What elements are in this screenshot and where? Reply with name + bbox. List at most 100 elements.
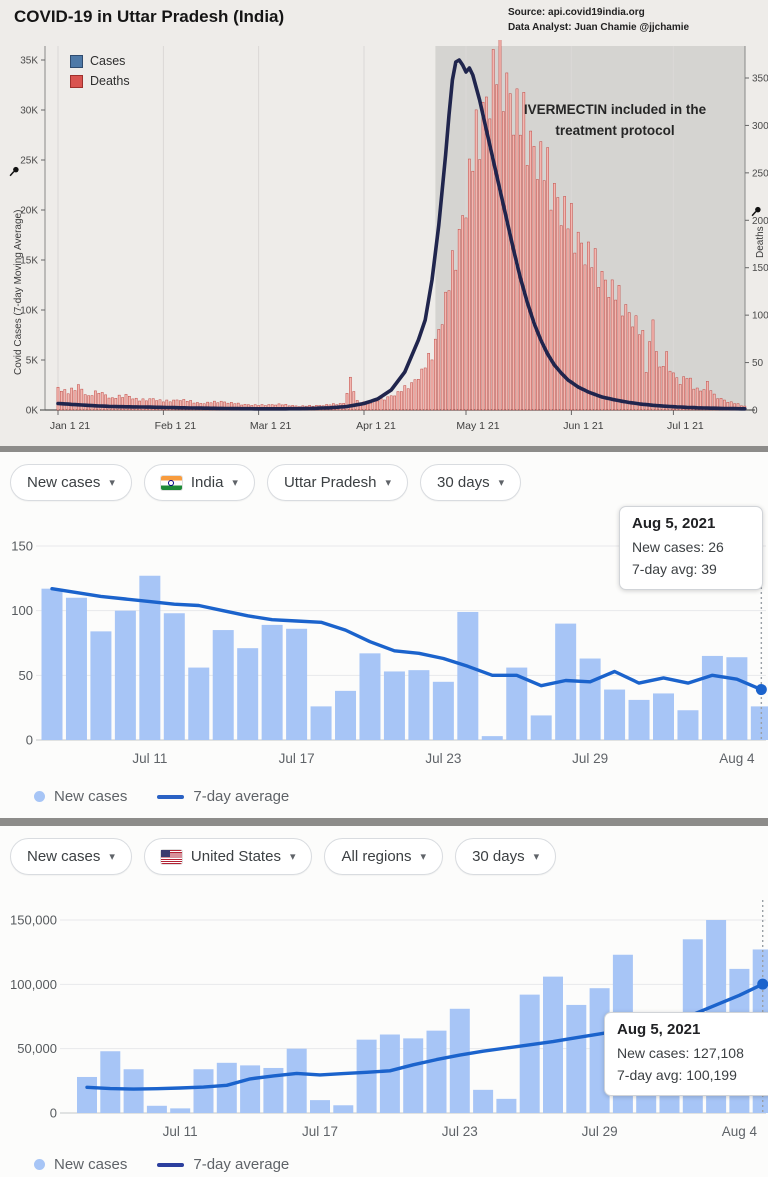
svg-text:5K: 5K bbox=[26, 356, 39, 367]
india-covid-widget: New cases ▾ India ▾ Uttar Pradesh ▾ 30 d… bbox=[0, 452, 768, 818]
tableau-chart-area: Jan 1 21 Feb 1 21 Mar 1 21 Apr 1 21 May 1 21… bbox=[0, 40, 768, 446]
svg-text:Aug 4: Aug 4 bbox=[722, 1124, 758, 1139]
svg-text:Jul 23: Jul 23 bbox=[425, 751, 461, 766]
new-cases-dot-icon bbox=[34, 1159, 45, 1170]
tooltip-avg: 7-day avg: 100,199 bbox=[617, 1066, 737, 1083]
avg-line-icon bbox=[157, 794, 185, 799]
avg-line-icon bbox=[157, 1162, 185, 1167]
region-dropdown-label: Uttar Pradesh bbox=[283, 474, 377, 491]
svg-text:300: 300 bbox=[752, 121, 768, 132]
tooltip-avg: 7-day avg: 39 bbox=[632, 560, 717, 577]
range-dropdown-label: 30 days bbox=[472, 848, 525, 865]
chevron-down-icon: ▾ bbox=[420, 851, 427, 863]
left-axis-label: Covid Cases (7-day Moving Average) bbox=[13, 209, 24, 375]
svg-text:50: 50 bbox=[752, 358, 764, 369]
us-filter-row: New cases ▾ United States ▾ All regions … bbox=[10, 838, 557, 875]
tooltip-date: Aug 5, 2021 bbox=[632, 515, 716, 532]
svg-text:35K: 35K bbox=[20, 56, 38, 67]
us-flag-icon bbox=[160, 849, 182, 864]
source-line: Source: api.covid19india.org bbox=[508, 7, 645, 18]
us-tooltip: Aug 5, 2021 New cases: 127,108 7-day avg… bbox=[604, 1012, 768, 1097]
svg-text:0: 0 bbox=[26, 733, 33, 748]
cases-deaths-combo-chart: Jan 1 21 Feb 1 21 Mar 1 21 Apr 1 21 May 1 21… bbox=[0, 40, 768, 446]
country-dropdown[interactable]: India ▾ bbox=[143, 464, 255, 501]
right-axis-label: Deaths bbox=[755, 226, 766, 258]
india-chart-legend: New cases 7-day average bbox=[34, 788, 289, 805]
legend-new-cases-label: New cases bbox=[54, 788, 128, 805]
region-dropdown-label: All regions bbox=[341, 848, 412, 865]
chart-title: COVID-19 in Uttar Pradesh (India) bbox=[14, 7, 285, 26]
svg-text:Jul 1 21: Jul 1 21 bbox=[667, 420, 704, 432]
metric-dropdown-label: New cases bbox=[27, 474, 101, 491]
section-divider bbox=[0, 818, 768, 826]
chevron-down-icon: ▾ bbox=[109, 851, 115, 863]
analyst-line: Data Analyst: Juan Chamie @jjchamie bbox=[508, 22, 690, 33]
svg-text:Apr 1 21: Apr 1 21 bbox=[356, 420, 396, 432]
svg-text:250: 250 bbox=[752, 168, 768, 179]
svg-text:50: 50 bbox=[19, 668, 33, 683]
legend-avg-label: 7-day average bbox=[193, 788, 290, 805]
svg-text:100: 100 bbox=[11, 603, 33, 618]
chevron-down-icon: ▾ bbox=[498, 477, 505, 489]
svg-text:0: 0 bbox=[50, 1106, 57, 1121]
svg-text:Jul 29: Jul 29 bbox=[572, 751, 608, 766]
svg-text:Mar 1 21: Mar 1 21 bbox=[250, 420, 292, 432]
svg-text:Jun 1 21: Jun 1 21 bbox=[563, 420, 603, 432]
svg-text:10K: 10K bbox=[20, 306, 38, 317]
pin-icon bbox=[9, 166, 19, 177]
region-dropdown[interactable]: Uttar Pradesh ▾ bbox=[266, 464, 409, 501]
svg-text:150: 150 bbox=[11, 539, 33, 554]
svg-text:May 1 21: May 1 21 bbox=[456, 420, 499, 432]
region-dropdown[interactable]: All regions ▾ bbox=[324, 838, 444, 875]
svg-text:Aug 4: Aug 4 bbox=[719, 751, 755, 766]
svg-text:20K: 20K bbox=[20, 206, 38, 217]
india-tooltip: Aug 5, 2021 New cases: 26 7-day avg: 39 bbox=[619, 506, 763, 591]
us-covid-widget: New cases ▾ United States ▾ All regions … bbox=[0, 826, 768, 1177]
metric-dropdown[interactable]: New cases ▾ bbox=[10, 464, 132, 501]
chevron-down-icon: ▾ bbox=[533, 851, 540, 863]
range-dropdown[interactable]: 30 days ▾ bbox=[455, 838, 557, 875]
svg-text:Jul 11: Jul 11 bbox=[163, 1124, 198, 1139]
svg-text:25K: 25K bbox=[20, 156, 38, 167]
legend-new-cases: New cases bbox=[34, 788, 127, 805]
svg-text:200: 200 bbox=[752, 216, 768, 227]
svg-text:100,000: 100,000 bbox=[10, 977, 57, 992]
tooltip-new-cases: New cases: 26 bbox=[632, 539, 724, 555]
svg-text:Jul 29: Jul 29 bbox=[582, 1124, 618, 1139]
us-chart-legend: New cases 7-day average bbox=[34, 1156, 289, 1173]
svg-text:Jul 17: Jul 17 bbox=[279, 751, 315, 766]
chart-header: COVID-19 in Uttar Pradesh (India) Source… bbox=[0, 0, 768, 40]
india-flag-icon bbox=[160, 475, 182, 490]
chevron-down-icon: ▾ bbox=[232, 477, 238, 489]
svg-text:0K: 0K bbox=[26, 406, 39, 417]
country-dropdown[interactable]: United States ▾ bbox=[143, 838, 313, 875]
svg-text:Jul 17: Jul 17 bbox=[302, 1124, 338, 1139]
legend-new-cases: New cases bbox=[34, 1156, 127, 1173]
country-dropdown-label: India bbox=[190, 474, 224, 491]
legend-7day-average: 7-day average bbox=[157, 1156, 289, 1173]
chevron-down-icon: ▾ bbox=[385, 477, 392, 489]
svg-text:50,000: 50,000 bbox=[17, 1041, 57, 1056]
legend-new-cases-label: New cases bbox=[54, 1156, 128, 1173]
tooltip-date: Aug 5, 2021 bbox=[617, 1021, 701, 1038]
metric-dropdown[interactable]: New cases ▾ bbox=[10, 838, 132, 875]
section-divider bbox=[0, 446, 768, 452]
tableau-chart-section: COVID-19 in Uttar Pradesh (India) Source… bbox=[0, 0, 768, 446]
legend-7day-average: 7-day average bbox=[157, 788, 289, 805]
country-dropdown-label: United States bbox=[190, 848, 281, 865]
svg-text:100: 100 bbox=[752, 311, 768, 322]
legend-avg-label: 7-day average bbox=[193, 1156, 290, 1173]
svg-text:Jan 1 21: Jan 1 21 bbox=[50, 420, 90, 432]
svg-text:15K: 15K bbox=[20, 256, 38, 267]
range-dropdown-label: 30 days bbox=[437, 474, 490, 491]
india-new-cases-chart: 0 50 100 150 Jul 11 Jul 17 Jul 23 Jul 29 Aug 4 bbox=[11, 512, 768, 766]
svg-text:150: 150 bbox=[752, 263, 768, 274]
svg-text:Feb 1 21: Feb 1 21 bbox=[155, 420, 197, 432]
tooltip-new-cases: New cases: 127,108 bbox=[617, 1045, 744, 1061]
india-filter-row: New cases ▾ India ▾ Uttar Pradesh ▾ 30 d… bbox=[10, 464, 522, 501]
range-dropdown[interactable]: 30 days ▾ bbox=[420, 464, 522, 501]
svg-text:0: 0 bbox=[752, 406, 758, 417]
new-cases-dot-icon bbox=[34, 791, 45, 802]
svg-text:150,000: 150,000 bbox=[10, 913, 57, 928]
chart-source-block: Source: api.covid19india.org Data Analys… bbox=[508, 5, 689, 35]
